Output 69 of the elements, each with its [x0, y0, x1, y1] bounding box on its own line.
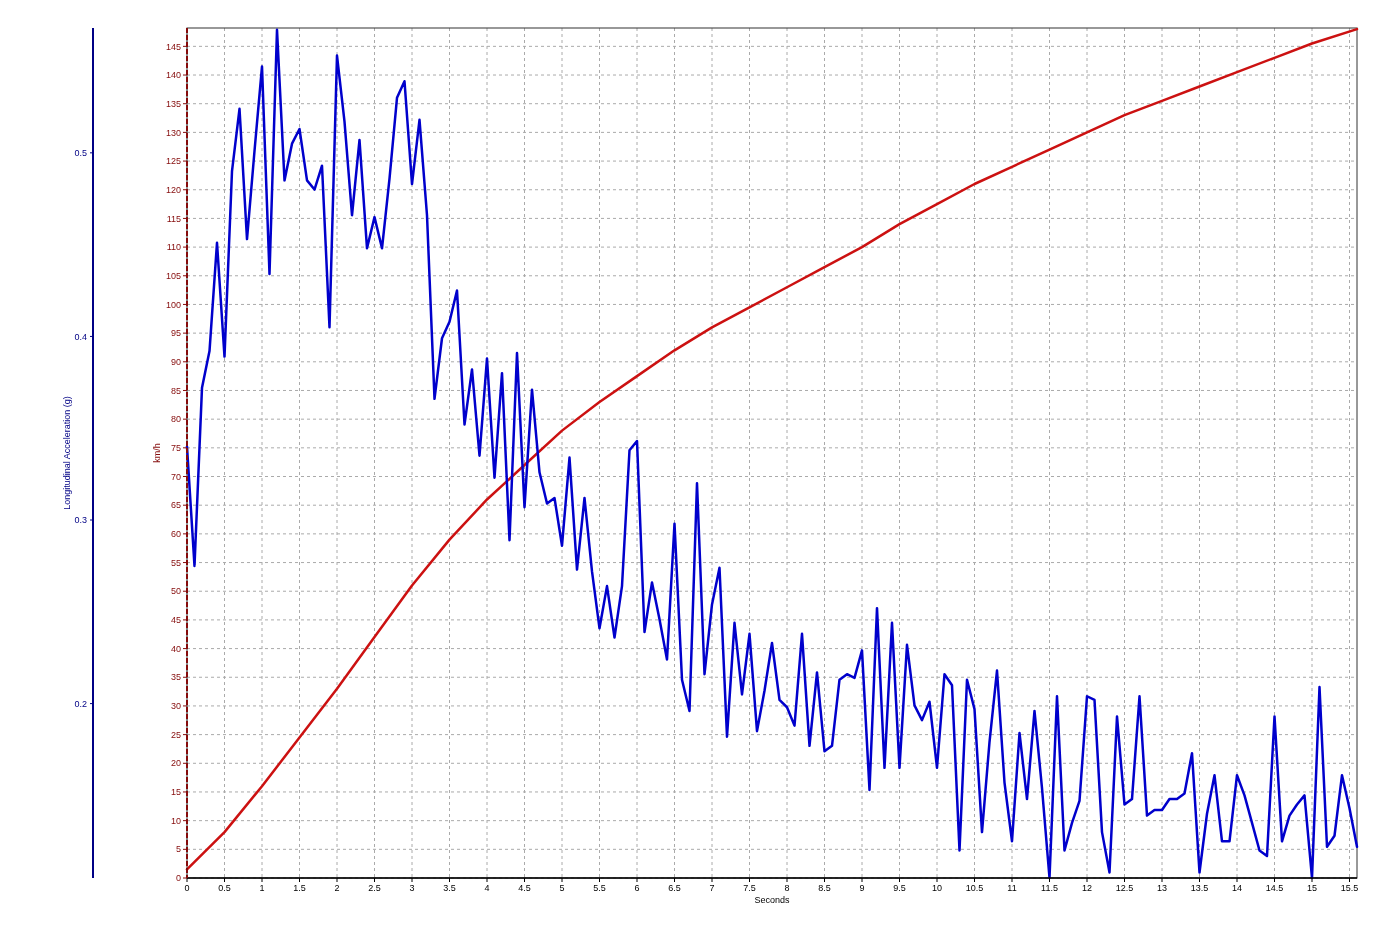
x-tick-label: 13.5	[1190, 883, 1209, 893]
y-axis-title: km/h	[152, 443, 162, 463]
x-tick-label: 2.5	[368, 883, 381, 893]
y-tick-label: 15	[170, 787, 181, 798]
y-tick-label: 110	[166, 242, 181, 253]
y2-tick-label: 0.2	[74, 698, 87, 709]
x-tick-label: 15.5	[1340, 883, 1359, 893]
y-tick-label: 105	[165, 270, 181, 281]
y-tick-label: 65	[170, 500, 181, 511]
y-tick-label: 100	[165, 299, 181, 310]
x-tick-label: 7	[709, 883, 715, 893]
x-tick-label: 0	[184, 883, 190, 893]
x-tick-label: 1.5	[293, 883, 306, 893]
y-tick-label: 60	[170, 529, 181, 540]
x-tick-label: 9	[859, 883, 865, 893]
y-tick-label: 115	[166, 213, 181, 224]
x-tick-label: 14.5	[1265, 883, 1284, 893]
x-tick-label: 6.5	[668, 883, 681, 893]
y-tick-label: 90	[170, 356, 181, 367]
x-tick-label: 5	[559, 883, 565, 893]
x-tick-label: 11.5	[1041, 883, 1058, 893]
y-tick-label: 30	[170, 701, 181, 712]
y-tick-label: 5	[175, 844, 181, 855]
y-tick-label: 0	[175, 873, 181, 884]
y-tick-label: 50	[170, 586, 181, 597]
y2-tick-label: 0.3	[74, 515, 87, 526]
x-tick-label: 10.5	[965, 883, 984, 893]
x-tick-label: 7.5	[743, 883, 756, 893]
x-tick-label: 0.5	[218, 883, 231, 893]
x-tick-label: 13	[1156, 883, 1168, 893]
y-tick-label: 25	[170, 729, 181, 740]
y2-axis-title: Longitudinal Acceleration (g)	[62, 396, 72, 510]
x-tick-label: 4.5	[518, 883, 531, 893]
y-tick-label: 130	[165, 127, 181, 138]
x-axis-title: Seconds	[754, 895, 791, 905]
y-tick-label: 10	[170, 815, 181, 826]
y-tick-label: 35	[170, 672, 181, 683]
y-tick-label: 40	[170, 643, 181, 654]
x-tick-label: 14	[1231, 883, 1243, 893]
y-tick-label: 145	[165, 41, 181, 52]
x-tick-label: 4	[484, 883, 490, 893]
y-tick-label: 55	[170, 557, 181, 568]
x-tick-label: 3	[409, 883, 415, 893]
y-tick-label: 95	[170, 328, 181, 339]
y-tick-label: 135	[165, 98, 181, 109]
y-tick-label: 80	[170, 414, 181, 425]
y-tick-label: 85	[170, 385, 181, 396]
y-tick-label: 20	[170, 758, 181, 769]
x-tick-label: 9.5	[893, 883, 906, 893]
x-tick-label: 6	[634, 883, 640, 893]
x-tick-label: 11	[1007, 883, 1017, 893]
x-tick-label: 8.5	[818, 883, 831, 893]
y-tick-label: 125	[165, 156, 181, 167]
y-tick-label: 140	[165, 70, 181, 81]
y-tick-label: 75	[170, 442, 181, 453]
y2-tick-label: 0.5	[74, 147, 87, 158]
y-tick-label: 70	[170, 471, 181, 482]
x-tick-label: 12	[1081, 883, 1093, 893]
x-tick-label: 12.5	[1115, 883, 1134, 893]
x-tick-label: 5.5	[593, 883, 606, 893]
x-tick-label: 15	[1306, 883, 1318, 893]
x-tick-label: 1	[259, 883, 265, 893]
y-tick-label: 45	[170, 615, 181, 626]
x-tick-label: 10	[931, 883, 943, 893]
x-tick-label: 3.5	[443, 883, 456, 893]
y-tick-label: 120	[165, 184, 181, 195]
x-tick-label: 2	[334, 883, 340, 893]
y2-tick-label: 0.4	[74, 331, 87, 342]
x-tick-label: 8	[784, 883, 790, 893]
